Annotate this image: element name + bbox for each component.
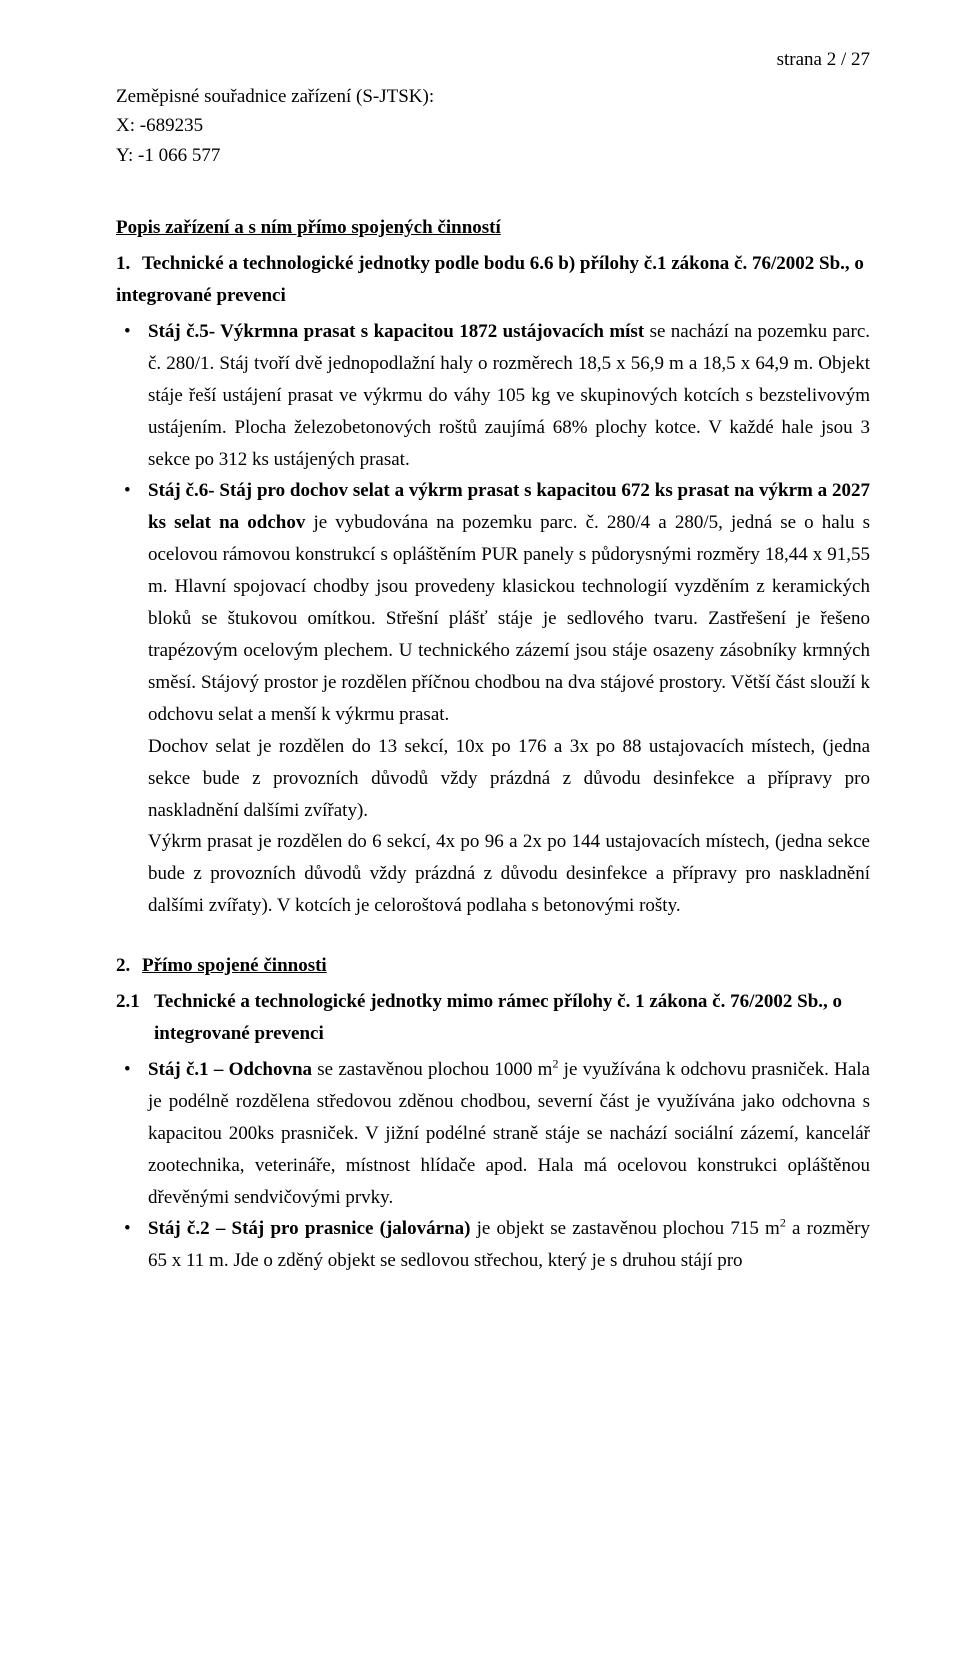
bullet-staj-5-text: se nachází na pozemku parc. č. 280/1. St… [148, 321, 870, 470]
section-2-1-number: 2.1 [116, 986, 154, 1018]
bullet-staj-2: Stáj č.2 – Stáj pro prasnice (jalovárna)… [116, 1213, 870, 1277]
section-1-heading-text: Technické a technologické jednotky podle… [116, 253, 864, 306]
section-1-number: 1. [116, 248, 142, 280]
bullet-staj-5: Stáj č.5- Výkrmna prasat s kapacitou 187… [116, 316, 870, 476]
section-2-1-heading: 2.1Technické a technologické jednotky mi… [116, 986, 870, 1050]
coords-x: X: -689235 [116, 111, 870, 140]
bullet-staj-2-bold: Stáj č.2 – Stáj pro prasnice (jalovárna) [148, 1218, 470, 1239]
section-2-number: 2. [116, 950, 142, 982]
coords-title: Zeměpisné souřadnice zařízení (S-JTSK): [116, 82, 870, 111]
coordinates-block: Zeměpisné souřadnice zařízení (S-JTSK): … [116, 82, 870, 170]
bullet-staj-6-p2: Dochov selat je rozdělen do 13 sekcí, 10… [148, 731, 870, 827]
bullet-staj-1-mid1: se zastavěnou plochou 1000 m [312, 1059, 552, 1080]
section-1-heading: 1.Technické a technologické jednotky pod… [116, 248, 870, 312]
bullet-staj-6-text: je vybudována na pozemku parc. č. 280/4 … [148, 512, 870, 724]
section-2: 2.Přímo spojené činnosti 2.1Technické a … [116, 950, 870, 1277]
section-1-title: Popis zařízení a s ním přímo spojených č… [116, 212, 870, 244]
bullet-staj-2-mid1: je objekt se zastavěnou plochou 715 m [470, 1218, 779, 1239]
page-number: strana 2 / 27 [116, 44, 870, 76]
bullet-staj-6: Stáj č.6- Stáj pro dochov selat a výkrm … [116, 475, 870, 922]
section-1-bullets: Stáj č.5- Výkrmna prasat s kapacitou 187… [116, 316, 870, 922]
bullet-staj-1: Stáj č.1 – Odchovna se zastavěnou plocho… [116, 1054, 870, 1214]
section-2-heading: 2.Přímo spojené činnosti [116, 950, 870, 982]
coords-y: Y: -1 066 577 [116, 141, 870, 170]
document-page: strana 2 / 27 Zeměpisné souřadnice zaříz… [0, 0, 960, 1673]
bullet-staj-6-p3: Výkrm prasat je rozdělen do 6 sekcí, 4x … [148, 826, 870, 922]
bullet-staj-1-mid2: je využívána k odchovu prasniček. Hala j… [148, 1059, 870, 1208]
section-2-title: Přímo spojené činnosti [142, 955, 327, 976]
bullet-staj-5-bold: Stáj č.5- Výkrmna prasat s kapacitou 187… [148, 321, 644, 342]
section-2-1-title: Technické a technologické jednotky mimo … [154, 991, 842, 1044]
section-2-bullets: Stáj č.1 – Odchovna se zastavěnou plocho… [116, 1054, 870, 1277]
bullet-staj-1-bold: Stáj č.1 – Odchovna [148, 1059, 312, 1080]
